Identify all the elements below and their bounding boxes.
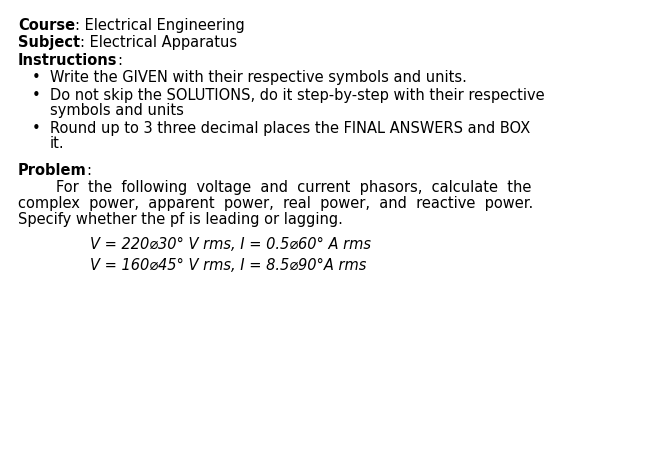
Text: it.: it. [50,136,65,151]
Text: Round up to 3 three decimal places the FINAL ANSWERS and BOX: Round up to 3 three decimal places the F… [50,121,530,136]
Text: Course: Course [18,18,75,33]
Text: Problem: Problem [18,163,87,177]
Text: •: • [32,121,41,136]
Text: symbols and units: symbols and units [50,103,184,119]
Text: For  the  following  voltage  and  current  phasors,  calculate  the: For the following voltage and current ph… [56,180,532,195]
Text: : Electrical Apparatus: : Electrical Apparatus [80,36,237,50]
Text: :: : [117,53,122,68]
Text: •: • [32,70,41,86]
Text: V = 160⌀45° V rms, I = 8.5⌀90°A rms: V = 160⌀45° V rms, I = 8.5⌀90°A rms [90,258,366,273]
Text: V = 220⌀30° V rms, I = 0.5⌀60° A rms: V = 220⌀30° V rms, I = 0.5⌀60° A rms [90,237,371,252]
Text: complex  power,  apparent  power,  real  power,  and  reactive  power.: complex power, apparent power, real powe… [18,196,534,211]
Text: Write the GIVEN with their respective symbols and units.: Write the GIVEN with their respective sy… [50,70,467,86]
Text: •: • [32,88,41,103]
Text: Specify whether the pf is leading or lagging.: Specify whether the pf is leading or lag… [18,212,343,227]
Text: Do not skip the SOLUTIONS, do it step-by-step with their respective: Do not skip the SOLUTIONS, do it step-by… [50,88,545,103]
Text: : Electrical Engineering: : Electrical Engineering [75,18,245,33]
Text: Subject: Subject [18,36,80,50]
Text: Instructions: Instructions [18,53,117,68]
Text: :: : [87,163,92,177]
